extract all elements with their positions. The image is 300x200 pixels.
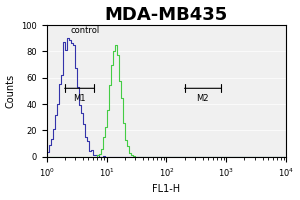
Text: M1: M1 <box>73 94 86 103</box>
X-axis label: FL1-H: FL1-H <box>152 184 181 194</box>
Y-axis label: Counts: Counts <box>6 74 16 108</box>
Title: MDA-MB435: MDA-MB435 <box>105 6 228 24</box>
Text: control: control <box>70 26 100 35</box>
Text: M2: M2 <box>196 94 209 103</box>
